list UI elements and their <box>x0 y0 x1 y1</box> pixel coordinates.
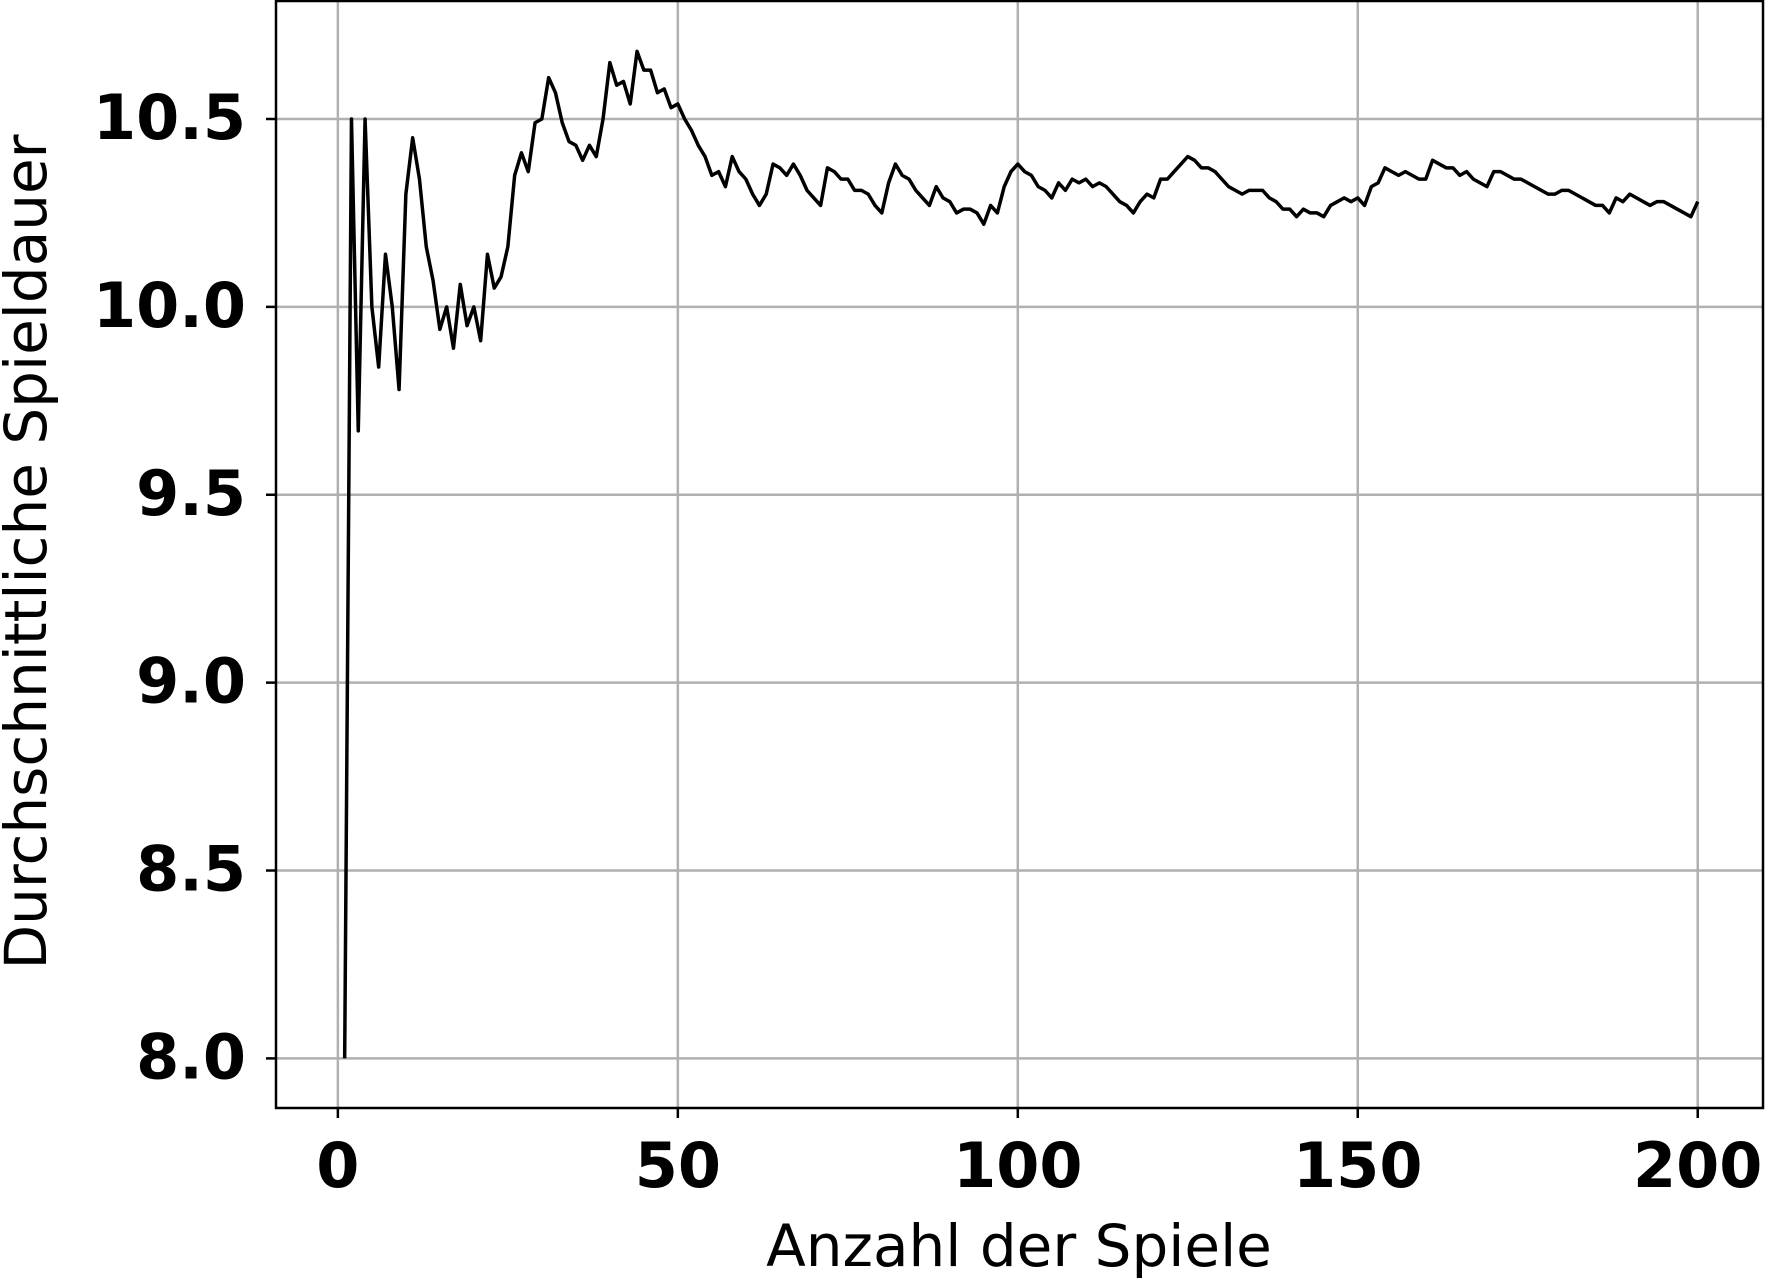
y-tick-label: 9.5 <box>136 457 246 530</box>
x-tick-label: 150 <box>1293 1129 1422 1202</box>
line <box>342 49 1700 1059</box>
plot-frame <box>274 0 1765 1110</box>
x-tick-label: 50 <box>635 1129 721 1202</box>
x-tick-label: 200 <box>1633 1129 1762 1202</box>
y-tick-label: 8.0 <box>136 1020 246 1093</box>
x-tick-label: 0 <box>316 1129 359 1202</box>
y-axis-label: Durchschnittliche Spieldauer <box>0 134 60 969</box>
x-axis-label: Anzahl der Spiele <box>766 1212 1272 1280</box>
y-tick-label: 8.5 <box>136 833 246 906</box>
y-tick-label: 10.5 <box>93 81 246 154</box>
x-tick-label: 100 <box>953 1129 1082 1202</box>
y-tick-label: 10.0 <box>93 269 246 342</box>
y-tick-label: 9.0 <box>136 645 246 718</box>
